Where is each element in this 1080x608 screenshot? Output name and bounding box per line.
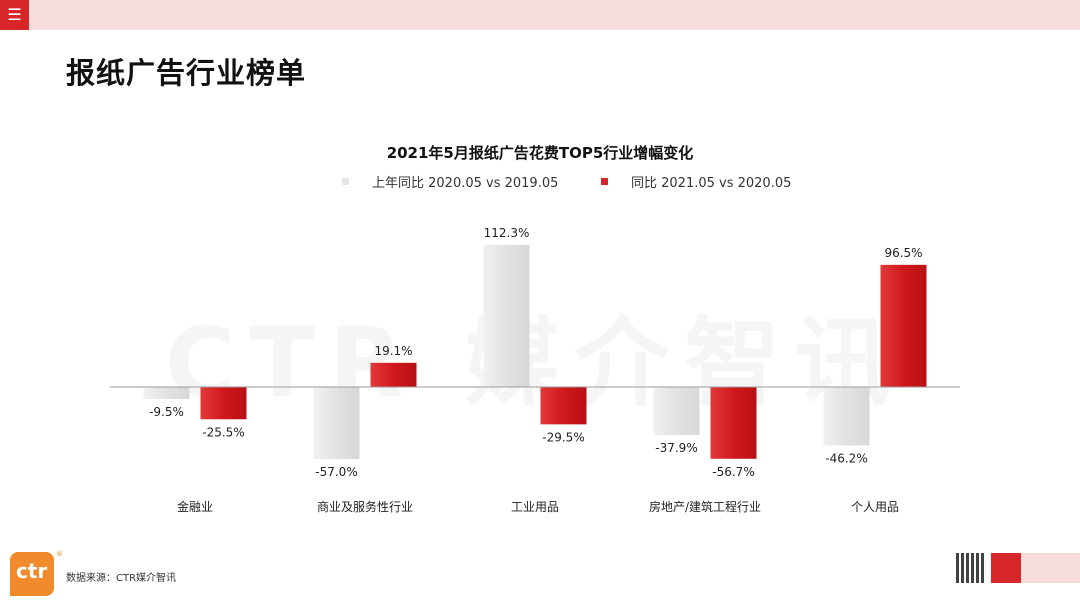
footer-red-block [991,553,1021,583]
bar-series-a-4 [823,387,870,446]
category-label-4: 个人用品 [851,500,899,514]
data-label-series-a-2: 112.3% [484,226,530,240]
legend-swatch-series-a [342,178,349,185]
legend-label-series-b: 同比 2021.05 vs 2020.05 [631,176,792,191]
data-label-series-a-0: -9.5% [149,405,184,419]
category-label-1: 商业及服务性行业 [317,499,413,514]
bar-series-a-1 [313,387,360,460]
logo-text: ctr [16,559,48,583]
page-title: 报纸广告行业榜单 [66,56,307,90]
bar-series-b-2 [540,387,587,425]
data-label-series-b-0: -25.5% [202,425,244,439]
bar-series-a-3 [653,387,700,435]
bar-series-b-3 [710,387,757,459]
data-label-series-b-4: 96.5% [884,246,922,260]
data-source: 数据来源：CTR媒介智讯 [66,573,177,584]
category-label-0: 金融业 [177,499,213,514]
menu-icon[interactable]: ☰ [0,0,29,30]
bar-series-a-0 [143,387,190,400]
chart-title: 2021年5月报纸广告花费TOP5行业增幅变化 [386,144,694,162]
top-band [0,0,1080,30]
legend-item-series-a: 上年同比 2020.05 vs 2019.05 [342,172,558,191]
data-label-series-a-1: -57.0% [315,465,357,479]
data-label-series-b-3: -56.7% [712,465,754,479]
category-label-3: 房地产/建筑工程行业 [649,499,761,514]
bar-series-b-1 [370,362,417,387]
data-label-series-a-4: -46.2% [825,451,867,465]
data-label-series-b-2: -29.5% [542,430,584,444]
legend-label-series-a: 上年同比 2020.05 vs 2019.05 [372,176,559,191]
qr-code-icon [956,553,986,583]
data-label-series-b-1: 19.1% [374,344,412,358]
legend-item-series-b: 同比 2021.05 vs 2020.05 [601,172,791,191]
bar-series-b-0 [200,387,247,420]
bar-series-b-4 [880,264,927,387]
bar-series-a-2 [483,244,530,387]
legend-swatch-series-b [601,178,608,185]
registered-mark: ® [56,550,63,558]
category-label-2: 工业用品 [511,500,559,514]
footer-pink-block [1021,553,1080,583]
ctr-logo: ctr [10,552,54,596]
data-label-series-a-3: -37.9% [655,441,697,455]
